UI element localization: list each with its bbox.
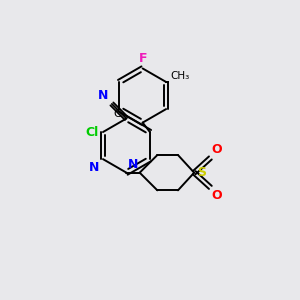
Text: S: S xyxy=(197,166,206,179)
Text: O: O xyxy=(212,143,223,157)
Text: N: N xyxy=(89,160,100,174)
Text: Cl: Cl xyxy=(85,125,99,139)
Text: N: N xyxy=(98,89,108,102)
Text: N: N xyxy=(128,158,138,171)
Text: F: F xyxy=(138,52,147,65)
Text: CH₃: CH₃ xyxy=(170,70,189,80)
Text: O: O xyxy=(212,189,223,202)
Text: C: C xyxy=(113,109,121,119)
